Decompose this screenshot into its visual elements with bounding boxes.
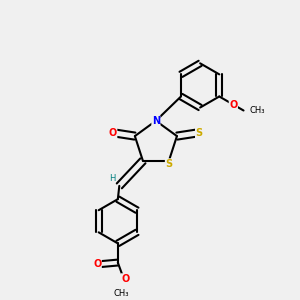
Text: N: N (152, 116, 160, 126)
Text: O: O (229, 100, 238, 110)
Text: H: H (109, 174, 115, 183)
Text: O: O (121, 274, 129, 284)
Text: CH₃: CH₃ (249, 106, 265, 115)
Text: S: S (196, 128, 202, 138)
Text: O: O (93, 259, 101, 269)
Text: CH₃: CH₃ (113, 289, 128, 298)
Text: O: O (109, 128, 117, 138)
Text: S: S (165, 159, 172, 169)
